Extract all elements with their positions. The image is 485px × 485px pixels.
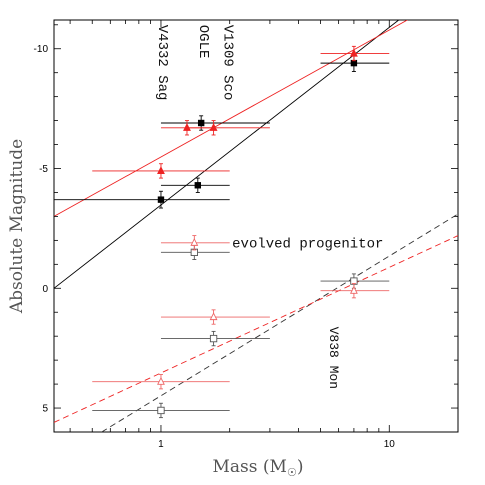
annotation-label: OGLE: [195, 25, 211, 59]
point-open-triangle: [92, 374, 230, 390]
point-open-square: [160, 330, 270, 347]
marker-open-triangle: [349, 285, 358, 294]
marker-open-triangle: [209, 312, 218, 321]
y-tick-label: 0: [42, 284, 48, 295]
fit-line-dashed-3: [54, 235, 458, 423]
annotations: V4332 Sag OGLE V1309 Sco evolved progenitor…: [154, 25, 383, 389]
marker-filled-triangle: [183, 122, 191, 131]
marker-filled-square: [350, 59, 358, 67]
marker-filled-triangle: [209, 122, 218, 131]
marker-filled-square: [194, 182, 202, 189]
marker-filled-triangle: [349, 48, 358, 57]
point-open-triangle: [160, 235, 230, 251]
x-axis-title-main: Mass (M: [213, 457, 287, 477]
svg-text:Mass (M☉): Mass (M☉): [213, 457, 304, 479]
point-filled-triangle: [320, 45, 390, 62]
x-tick-label: 10: [384, 439, 396, 450]
point-filled-square: [160, 177, 230, 193]
fit-lines: [54, 20, 458, 432]
annotation-label: evolved progenitor: [232, 237, 383, 253]
y-tick-label: -10: [34, 44, 49, 55]
marker-open-square: [209, 334, 218, 343]
annotation-label: V4332 Sag: [154, 25, 170, 101]
marker-filled-square: [157, 196, 165, 203]
marker-open-triangle: [190, 237, 199, 246]
y-axis-title: Absolute Magnitude: [7, 139, 27, 314]
point-open-triangle: [320, 283, 390, 299]
annotation-label: V838 Mon: [326, 327, 341, 389]
marker-filled-triangle: [157, 166, 165, 174]
point-filled-triangle: [92, 163, 230, 179]
marker-open-square: [157, 406, 165, 415]
annotation-label: V1309 Sco: [220, 25, 236, 101]
x-axis-title: Mass (M☉): [213, 457, 304, 479]
plot-frame: [53, 19, 459, 433]
point-open-triangle: [160, 309, 270, 325]
x-tick-label: 1: [158, 439, 164, 450]
axis-ticks: 1 10 -10 -5 0 5: [34, 20, 459, 450]
fit-line-solid-1: [54, 20, 408, 217]
solar-symbol: ☉: [287, 466, 297, 479]
point-filled-square: [54, 190, 230, 209]
y-tick-label: -5: [39, 164, 48, 175]
y-tick-label: 5: [42, 404, 48, 415]
fit-line-solid-0: [54, 20, 399, 289]
x-axis-title-suffix: ): [297, 457, 304, 477]
plot-area: 1 10 -10 -5 0 5 V4332 Sag OGLE V1309 Sco evolved…: [34, 19, 459, 450]
point-filled-triangle: [186, 120, 270, 136]
marker-filled-square: [197, 119, 205, 127]
data-points: [54, 45, 390, 419]
point-open-square: [92, 402, 230, 419]
marker-open-triangle: [157, 376, 165, 385]
